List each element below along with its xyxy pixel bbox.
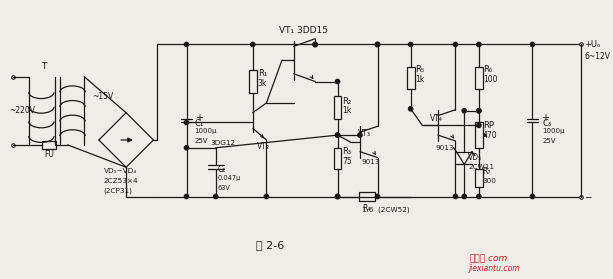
- Circle shape: [335, 133, 340, 137]
- Text: 6~12V: 6~12V: [584, 52, 610, 61]
- Circle shape: [477, 194, 481, 199]
- Text: 9013: 9013: [362, 159, 381, 165]
- Circle shape: [335, 133, 340, 137]
- Text: 3k: 3k: [257, 79, 267, 88]
- Text: 2CZ53×4: 2CZ53×4: [104, 178, 139, 184]
- Text: 25V: 25V: [542, 138, 555, 144]
- Text: VD₁~VD₄: VD₁~VD₄: [104, 168, 137, 174]
- Text: T: T: [40, 62, 46, 71]
- Text: C₃: C₃: [542, 119, 551, 128]
- Text: VT₁ 3DD15: VT₁ 3DD15: [279, 26, 328, 35]
- Circle shape: [375, 42, 379, 47]
- Text: (2CP31): (2CP31): [104, 187, 132, 194]
- Circle shape: [477, 109, 481, 113]
- Circle shape: [213, 194, 218, 199]
- Bar: [407, 67, 414, 89]
- Circle shape: [408, 42, 413, 47]
- Text: VT₄: VT₄: [430, 114, 443, 123]
- Circle shape: [313, 42, 318, 47]
- Bar: [42, 141, 56, 149]
- Text: +: +: [196, 112, 204, 122]
- Text: 63V: 63V: [218, 185, 230, 191]
- Circle shape: [264, 194, 268, 199]
- Circle shape: [462, 109, 466, 113]
- Text: 1.6  (2CW52): 1.6 (2CW52): [362, 207, 410, 213]
- Circle shape: [462, 194, 466, 199]
- Bar: [475, 67, 483, 89]
- Circle shape: [375, 194, 379, 199]
- Text: 图 2-6: 图 2-6: [256, 240, 284, 250]
- Circle shape: [375, 42, 379, 47]
- Text: C₁: C₁: [194, 119, 204, 128]
- Bar: [333, 148, 341, 169]
- Text: 1k: 1k: [343, 106, 352, 115]
- Text: R₂: R₂: [343, 97, 351, 105]
- Text: 100: 100: [483, 75, 497, 84]
- Circle shape: [477, 109, 481, 113]
- Bar: [249, 70, 257, 93]
- Circle shape: [185, 42, 189, 47]
- Circle shape: [313, 42, 318, 47]
- Bar: [333, 96, 341, 119]
- Circle shape: [185, 194, 189, 199]
- Circle shape: [335, 194, 340, 199]
- Circle shape: [185, 146, 189, 150]
- Text: R₇: R₇: [483, 167, 491, 176]
- Text: 0.047μ: 0.047μ: [218, 175, 241, 181]
- Circle shape: [335, 80, 340, 84]
- Text: R₄: R₄: [363, 204, 371, 213]
- Circle shape: [477, 123, 481, 128]
- Bar: [475, 169, 483, 187]
- Circle shape: [530, 194, 535, 199]
- Circle shape: [454, 42, 457, 47]
- Text: 9013: 9013: [436, 145, 454, 151]
- Circle shape: [358, 133, 362, 137]
- Text: C₂: C₂: [218, 165, 226, 174]
- Text: −: −: [584, 192, 592, 201]
- Text: ~220V: ~220V: [9, 106, 35, 115]
- Text: jiexiantu.com: jiexiantu.com: [469, 264, 520, 273]
- Text: R₆: R₆: [483, 65, 492, 74]
- Bar: [475, 122, 483, 148]
- Circle shape: [530, 42, 535, 47]
- Text: FU: FU: [44, 150, 54, 159]
- Text: 3DG12: 3DG12: [211, 140, 236, 146]
- Text: RP: RP: [483, 121, 493, 130]
- Circle shape: [335, 194, 340, 199]
- Text: 1000μ: 1000μ: [542, 128, 565, 134]
- Text: R₃: R₃: [343, 147, 351, 156]
- Bar: [359, 192, 375, 201]
- Circle shape: [408, 107, 413, 111]
- Text: VT₂: VT₂: [257, 142, 270, 151]
- Text: ~15V: ~15V: [92, 92, 113, 101]
- Text: 2CW11: 2CW11: [468, 164, 494, 170]
- Text: +: +: [541, 112, 549, 122]
- Text: 470: 470: [483, 131, 497, 140]
- Text: R₅: R₅: [416, 65, 425, 74]
- Text: R₁: R₁: [257, 69, 267, 78]
- Text: 300: 300: [483, 178, 497, 184]
- Circle shape: [477, 42, 481, 47]
- Text: +Uₒ: +Uₒ: [584, 40, 601, 49]
- Text: 25V: 25V: [194, 138, 208, 144]
- Circle shape: [185, 120, 189, 125]
- Text: VT₃: VT₃: [358, 129, 371, 138]
- Text: 1k: 1k: [416, 75, 425, 84]
- Circle shape: [251, 42, 255, 47]
- Text: 接线图.com: 接线图.com: [469, 254, 508, 263]
- Text: 1000μ: 1000μ: [194, 128, 217, 134]
- Circle shape: [454, 194, 457, 199]
- Text: VD₅: VD₅: [468, 153, 482, 162]
- Text: 75: 75: [343, 157, 352, 166]
